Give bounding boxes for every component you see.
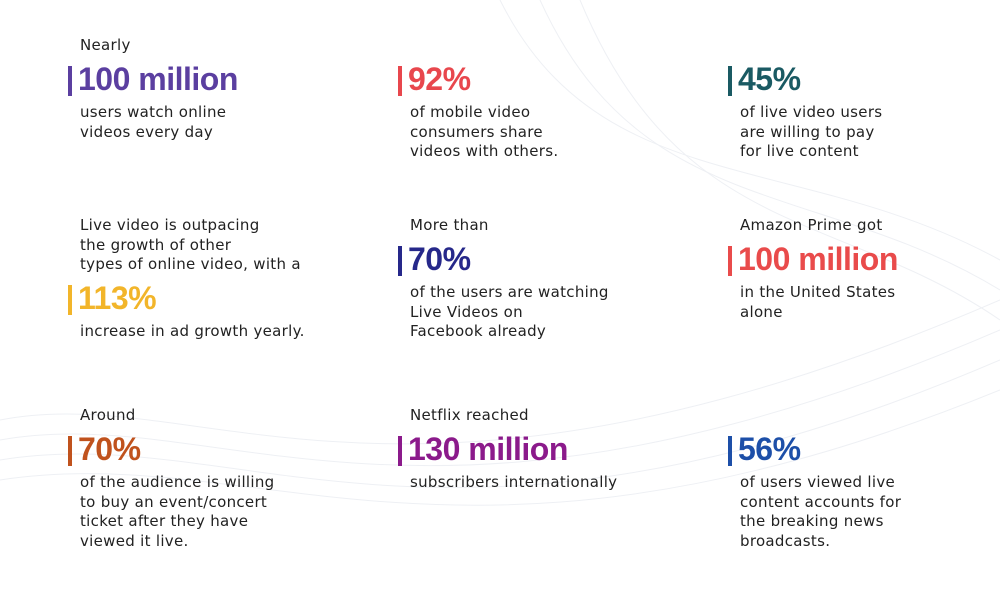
value-text: 70% <box>408 241 471 277</box>
accent-bar <box>68 66 72 96</box>
description-line: alone <box>740 302 783 321</box>
stat-value: 100 million <box>68 56 368 103</box>
prefix-line: Around <box>80 406 136 424</box>
description-line: of the audience is willing <box>80 473 275 491</box>
description-line: to buy an event/concert <box>80 492 268 511</box>
stat-card: Live video is outpacing the growth of oth… <box>68 216 368 341</box>
stat-prefix: Amazon Prime got <box>728 216 1000 236</box>
prefix-line: More than <box>410 216 489 234</box>
stat-card: 92% of mobile video consumers share videos … <box>398 36 698 162</box>
stat-card: 56% of users viewed live content accounts … <box>728 406 1000 551</box>
prefix-line: types of online video, with a <box>80 255 301 273</box>
description-line: of users viewed live <box>740 473 896 491</box>
description-line: broadcasts. <box>740 531 831 550</box>
description-line: increase in ad growth yearly. <box>80 321 305 340</box>
stat-card: Around 70% of the audience is willing to bu… <box>68 406 368 551</box>
stat-prefix: Live video is outpacing the growth of oth… <box>68 216 368 275</box>
description-line: for live content <box>740 142 859 160</box>
accent-bar <box>728 436 732 466</box>
stat-card: 45% of live video users are willing to pay… <box>728 36 1000 162</box>
description-line: of the users are watching <box>410 283 609 301</box>
description-line: Live Videos on <box>410 302 523 321</box>
prefix-line: Amazon Prime got <box>740 216 883 234</box>
stat-card: Amazon Prime got 100 million in the United… <box>728 216 1000 322</box>
description-line: of mobile video <box>410 103 531 121</box>
value-text: 100 million <box>738 241 898 277</box>
stat-prefix <box>728 36 1000 56</box>
prefix-line: the growth of other <box>80 235 232 254</box>
description-line: Facebook already <box>410 322 547 340</box>
stat-prefix: Netflix reached <box>398 406 698 426</box>
stat-prefix: Around <box>68 406 368 426</box>
stat-card: Nearly 100 million users watch online video… <box>68 36 368 142</box>
description-line: in the United States <box>740 283 896 301</box>
value-text: 130 million <box>408 431 568 467</box>
value-text: 70% <box>78 431 141 467</box>
stat-value: 45% <box>728 56 1000 103</box>
stat-value: 92% <box>398 56 698 103</box>
stat-description: in the United States alone <box>728 283 1000 322</box>
description-line: videos every day <box>80 122 214 141</box>
prefix-line: Live video is outpacing <box>80 216 260 234</box>
value-text: 92% <box>408 61 471 97</box>
stat-value: 70% <box>68 426 368 473</box>
description-line: videos with others. <box>410 142 559 160</box>
description-line: are willing to pay <box>740 122 875 141</box>
accent-bar <box>398 436 402 466</box>
description-line: viewed it live. <box>80 531 189 550</box>
value-text: 113% <box>78 279 157 316</box>
description-line: of live video users <box>740 103 883 121</box>
stat-card: More than 70% of the users are watching Liv… <box>398 216 698 342</box>
prefix-line: Nearly <box>80 36 131 54</box>
value-text: 56% <box>738 431 801 467</box>
stat-prefix <box>398 36 698 56</box>
accent-bar <box>398 66 402 96</box>
stat-card: Netflix reached 130 million subscribers in… <box>398 406 698 493</box>
stat-prefix: Nearly <box>68 36 368 56</box>
description-line: content accounts for <box>740 492 902 511</box>
accent-bar <box>728 246 732 276</box>
stat-value: 70% <box>398 236 698 283</box>
stat-prefix <box>728 406 1000 426</box>
stat-value: 113% <box>68 275 368 322</box>
accent-bar <box>68 436 72 466</box>
description-line: consumers share <box>410 122 543 141</box>
stat-description: of the users are watching Live Videos on F… <box>398 283 698 342</box>
stat-value: 130 million <box>398 426 698 473</box>
stat-description: subscribers internationally <box>398 473 698 493</box>
value-text: 100 million <box>78 61 238 97</box>
stat-description: of mobile video consumers share videos wit… <box>398 103 698 162</box>
description-line: subscribers internationally <box>410 473 618 491</box>
prefix-line: Netflix reached <box>410 406 529 424</box>
stat-value: 100 million <box>728 236 1000 283</box>
description-line: the breaking news <box>740 512 884 530</box>
stat-prefix: More than <box>398 216 698 236</box>
accent-bar <box>398 246 402 276</box>
stat-description: of the audience is willing to buy an even… <box>68 473 368 551</box>
stat-description: of users viewed live content accounts for… <box>728 473 1000 551</box>
accent-bar <box>68 284 72 315</box>
accent-bar <box>728 66 732 96</box>
stat-value: 56% <box>728 426 1000 473</box>
stat-description: increase in ad growth yearly. <box>68 322 368 342</box>
stat-description: of live video users are willing to pay for… <box>728 103 1000 162</box>
description-line: ticket after they have <box>80 512 249 530</box>
stat-description: users watch online videos every day <box>68 103 368 142</box>
value-text: 45% <box>738 61 801 97</box>
description-line: users watch online <box>80 103 227 121</box>
